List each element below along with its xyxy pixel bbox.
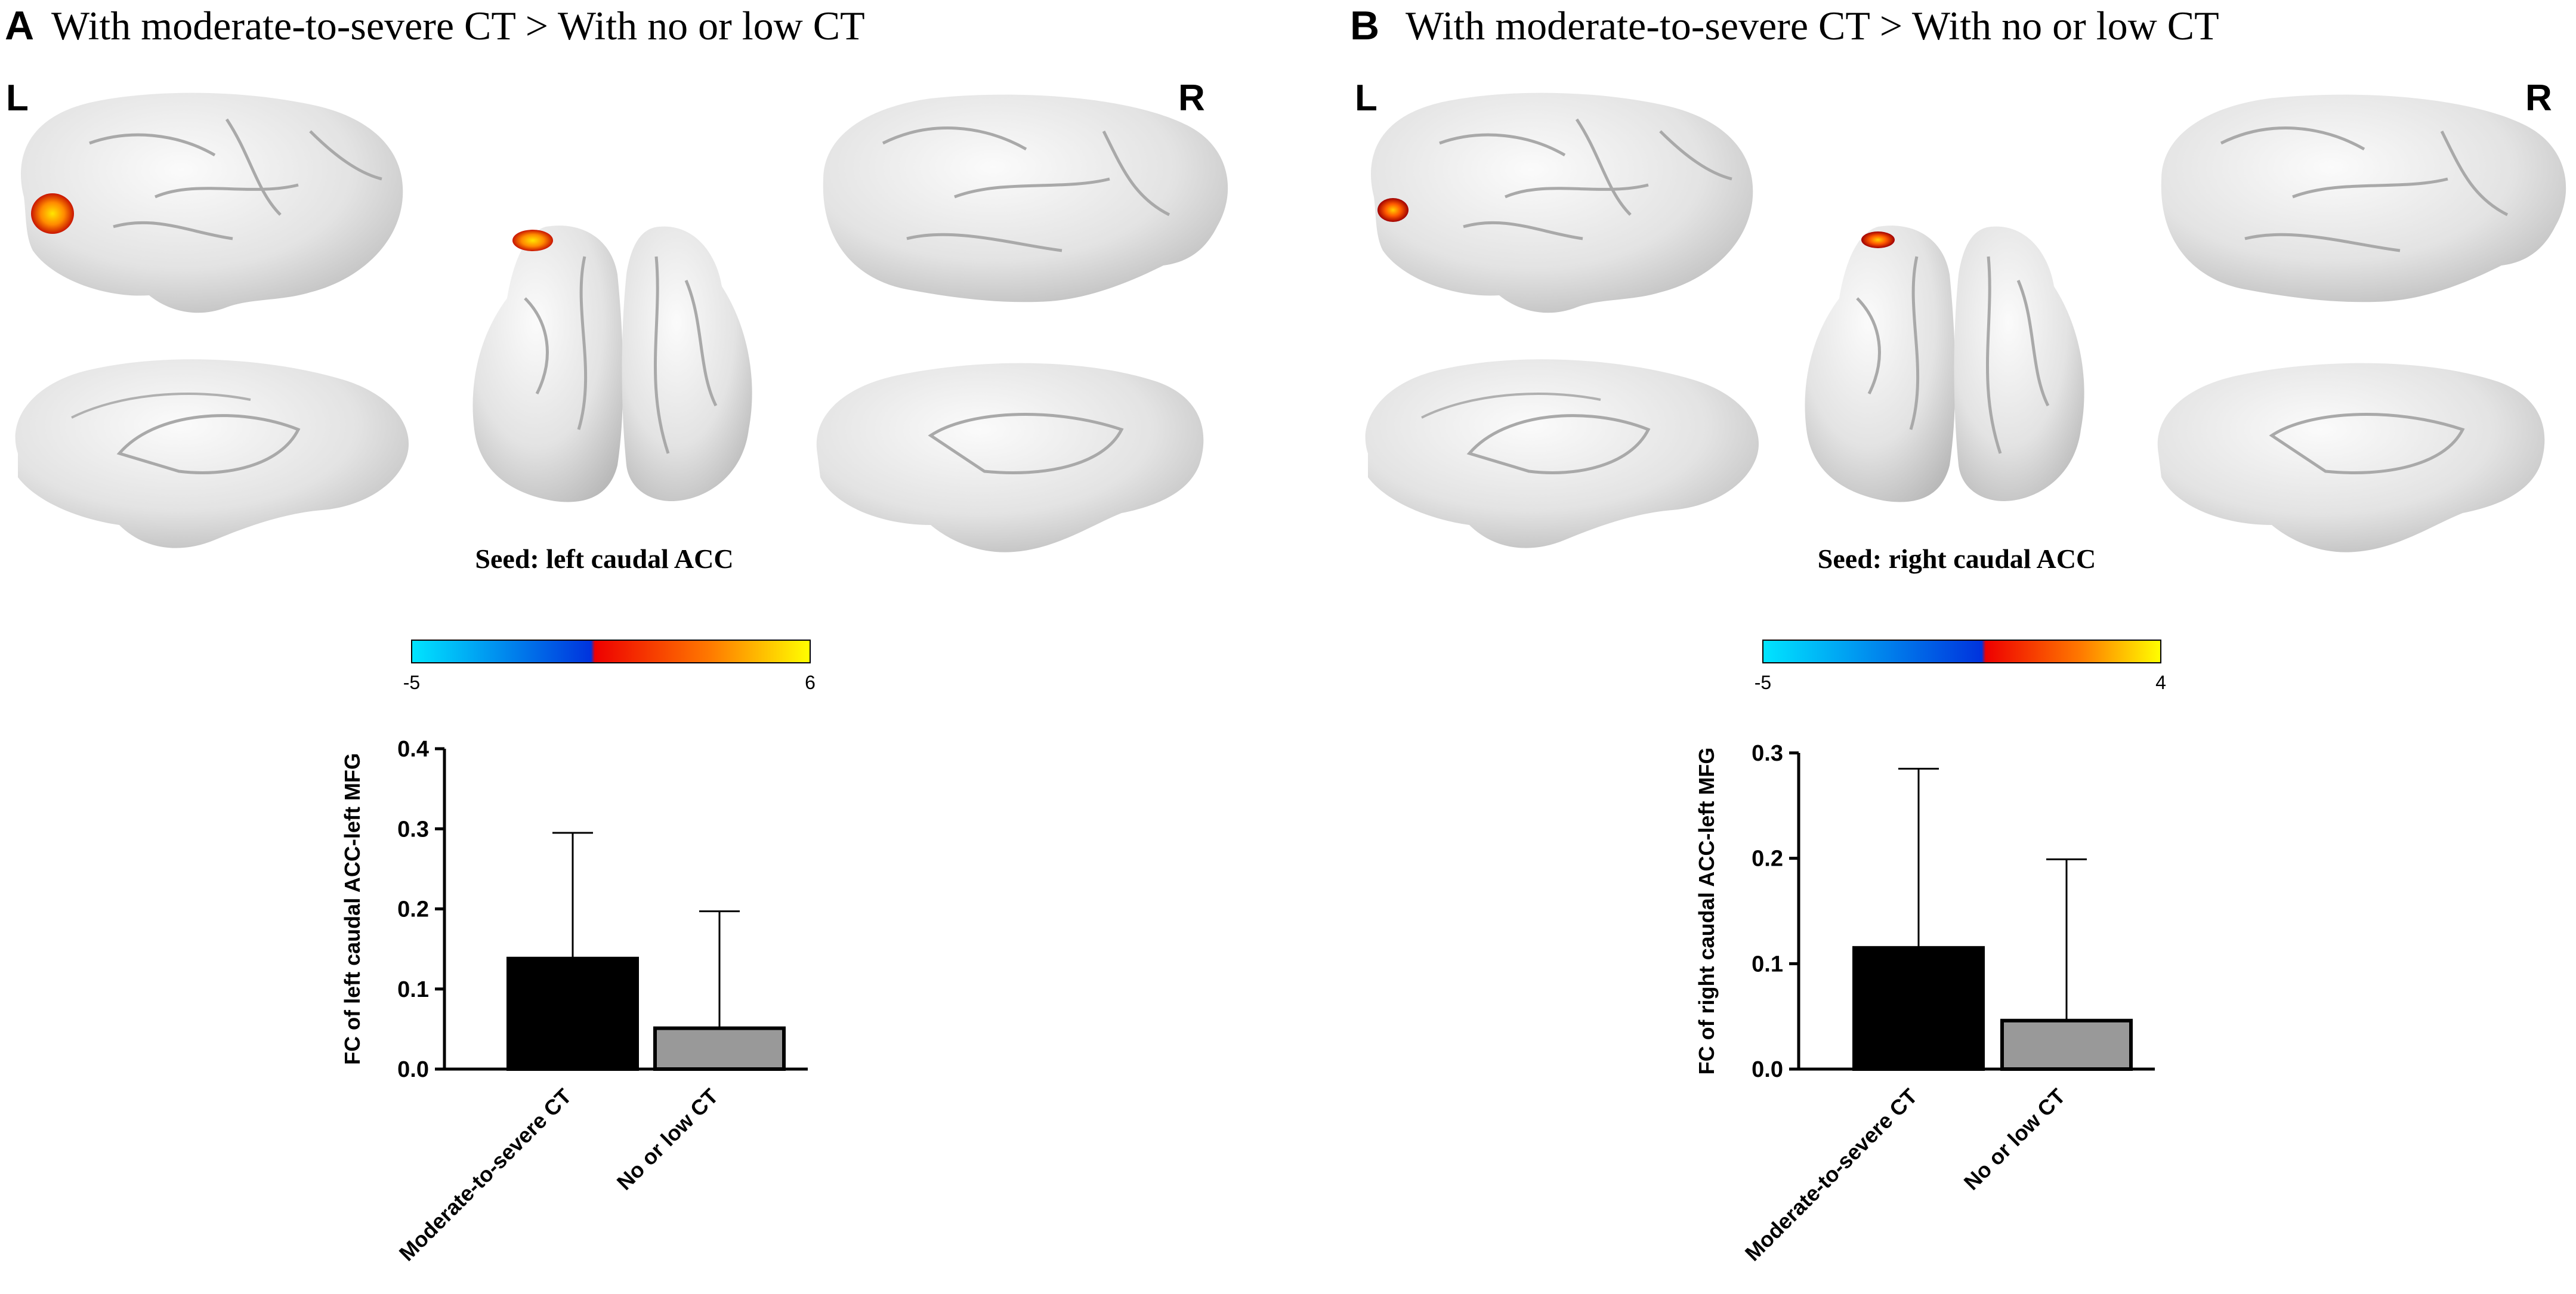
y-tick-label: 0.2 — [397, 897, 429, 922]
colorbar — [411, 640, 811, 663]
panel-title: With moderate-to-severe CT > With no or … — [1406, 3, 2219, 48]
brain-left-medial — [15, 359, 409, 548]
y-tick-label: 0.4 — [397, 737, 429, 762]
brain-left-lateral — [21, 92, 403, 313]
panel-letter: B — [1350, 3, 1379, 48]
hemisphere-left-label: L — [6, 78, 29, 119]
brain-left-medial — [1365, 359, 1759, 548]
activation-cluster — [31, 193, 74, 234]
brain-right-medial — [816, 363, 1204, 552]
category-label: Moderate-to-severe CT — [1740, 1084, 1922, 1266]
y-tick-label: 0.0 — [397, 1057, 429, 1082]
seed-label: Seed: right caudal ACC — [1818, 543, 2096, 574]
colorbar-min-label: -5 — [403, 672, 420, 693]
bar — [653, 1026, 786, 1071]
colorbar-max-label: 4 — [2155, 672, 2166, 693]
hemisphere-right-label: R — [1178, 78, 1205, 119]
bar-chart: 0.0 0.1 0.2 0.3 FC of right caudal ACC-left … — [1694, 741, 2155, 1265]
bar-chart: 0.0 0.1 0.2 0.3 0.4 FC of left caudal ACC-lef… — [340, 737, 808, 1265]
bar — [1852, 946, 1985, 1071]
panel-a: A With moderate-to-severe CT > With no o… — [5, 3, 1228, 1265]
y-tick-label: 0.2 — [1752, 847, 1783, 872]
category-label: No or low CT — [612, 1084, 723, 1195]
brain-superior-view — [472, 226, 752, 502]
panel-b-figure: B With moderate-to-severe CT > With no o… — [1350, 3, 2566, 1265]
y-tick-label: 0.1 — [397, 977, 429, 1002]
brain-right-lateral — [2161, 94, 2566, 302]
seed-label: Seed: left caudal ACC — [475, 543, 733, 574]
colorbar — [1762, 640, 2161, 663]
brain-left-lateral — [1371, 92, 1753, 313]
brain-right-lateral — [823, 94, 1228, 302]
activation-cluster — [512, 230, 553, 251]
activation-cluster — [1861, 231, 1895, 248]
y-tick-label: 0.3 — [1752, 741, 1783, 766]
colorbar-min-label: -5 — [1755, 672, 1771, 693]
y-tick-label: 0.1 — [1752, 952, 1783, 977]
category-label: No or low CT — [1959, 1084, 2070, 1195]
brain-right-medial — [2157, 363, 2545, 552]
activation-cluster — [1377, 198, 1409, 222]
colorbar-max-label: 6 — [805, 672, 816, 693]
category-label: Moderate-to-severe CT — [394, 1084, 576, 1266]
panel-title: With moderate-to-severe CT > With no or … — [51, 3, 865, 48]
panel-a-figure: A With moderate-to-severe CT > With no o… — [5, 3, 1228, 1265]
hemisphere-left-label: L — [1355, 78, 1377, 119]
hemisphere-right-label: R — [2525, 78, 2552, 119]
y-tick-label: 0.0 — [1752, 1057, 1783, 1082]
bar — [2000, 1018, 2133, 1071]
y-tick-label: 0.3 — [397, 817, 429, 842]
y-axis-label: FC of left caudal ACC-left MFG — [340, 753, 365, 1065]
panel-b: B With moderate-to-severe CT > With no o… — [1350, 0, 2576, 1294]
brain-superior-view — [1805, 226, 2084, 502]
panel-letter: A — [5, 3, 34, 48]
y-axis-label: FC of right caudal ACC-left MFG — [1694, 748, 1719, 1075]
bar — [506, 956, 639, 1071]
